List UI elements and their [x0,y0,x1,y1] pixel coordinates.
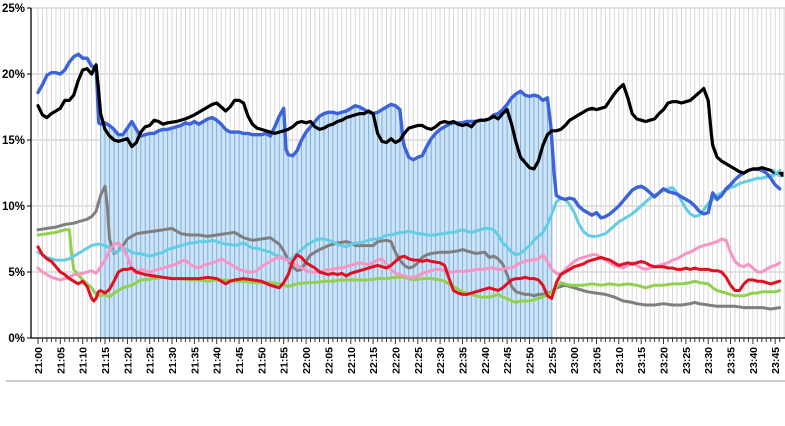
x-axis-label: 21:20 [122,347,134,374]
y-axis-label: 0% [8,333,25,345]
x-axis-label: 21:05 [55,347,67,374]
x-axis-label: 22:15 [368,347,380,374]
x-axis-label: 22:50 [525,347,537,374]
y-axis-label: 5% [8,267,25,279]
axes [27,7,785,344]
x-axis-label: 22:30 [435,347,447,374]
y-axis-label: 15% [2,135,25,147]
x-axis-label: 21:50 [256,347,268,374]
x-axis-label: 23:40 [748,347,760,374]
series-black [36,63,782,176]
x-axis-label: 23:10 [614,347,626,374]
x-axis-label: 23:15 [636,347,648,374]
y-axis-label: 20% [2,69,25,81]
x-axis-label: 23:25 [681,347,693,374]
y-axis-label: 25% [2,3,25,15]
series-red [36,245,782,303]
x-axis-label: 22:55 [547,347,559,374]
x-axis-label: 23:00 [569,347,581,374]
x-axis-label: 22:40 [480,347,492,374]
x-axis-label: 21:15 [100,347,112,374]
end-marker-black [778,171,784,177]
x-axis-label: 23:30 [703,347,715,374]
x-axis-label: 22:00 [301,347,313,374]
x-axis-label: 22:35 [458,347,470,374]
x-axis-label: 22:25 [413,347,425,374]
x-axis-label: 21:40 [212,347,224,374]
y-axis-label: 10% [2,201,25,213]
x-axis-label: 21:10 [78,347,90,374]
x-axis-label: 21:35 [189,347,201,374]
series-gray [36,184,782,311]
x-axis-label: 23:45 [770,347,782,374]
x-axis-label: 22:10 [346,347,358,374]
series-blue [36,52,782,220]
x-axis-labels: 21:00 21:05 21:10 21:15 21:20 21:25 21:30 21:35… [33,347,782,374]
x-axis-label: 21:25 [145,347,157,374]
x-axis-label: 21:30 [167,347,179,374]
x-axis-label: 22:20 [390,347,402,374]
end-marker-cyan [771,168,782,178]
x-axis-label: 22:45 [502,347,514,374]
x-axis-label: 21:55 [279,347,291,374]
x-axis-label: 21:45 [234,347,246,374]
x-axis-label: 23:20 [659,347,671,374]
x-axis-label: 23:05 [592,347,604,374]
y-axis-labels: 0% 5% 10% 15% 20% 25% [2,3,25,345]
x-axis-label: 23:35 [726,347,738,374]
x-axis-label: 21:00 [33,347,45,374]
x-axis-label: 22:05 [323,347,335,374]
